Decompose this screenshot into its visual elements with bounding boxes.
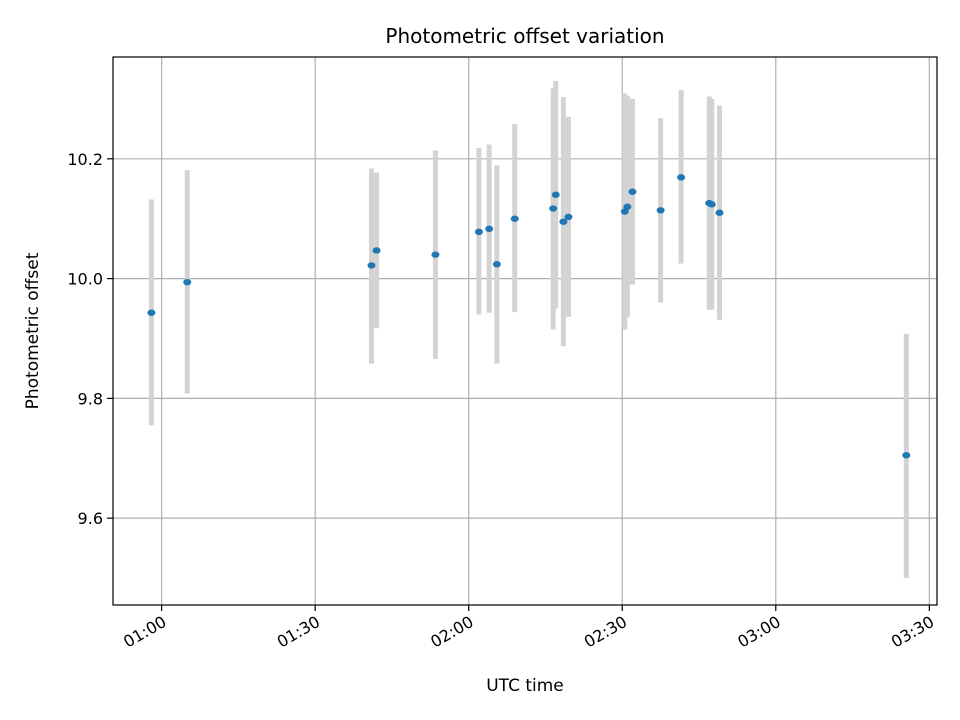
data-point — [372, 247, 381, 254]
data-point — [656, 207, 665, 214]
data-point — [564, 213, 573, 221]
data-point — [510, 215, 519, 222]
data-point — [549, 205, 558, 212]
chart-title: Photometric offset variation — [385, 24, 664, 48]
y-tick-label: 10.0 — [67, 270, 103, 289]
data-point — [551, 191, 560, 198]
data-point — [492, 261, 501, 268]
data-point — [628, 188, 637, 195]
data-point — [715, 209, 724, 216]
data-point — [147, 309, 156, 316]
y-tick-label: 10.2 — [67, 150, 103, 169]
data-point — [431, 251, 440, 258]
data-point — [620, 208, 629, 215]
y-axis-title: Photometric offset — [23, 252, 43, 409]
data-point — [183, 278, 192, 286]
grid-layer — [113, 57, 937, 605]
data-point — [677, 174, 686, 181]
data-point — [902, 452, 911, 459]
plot-frame — [112, 56, 938, 606]
data-point — [485, 225, 494, 233]
data-point — [707, 201, 716, 208]
data-point — [367, 262, 376, 269]
data-point — [623, 203, 632, 210]
point-layer — [147, 174, 911, 459]
data-point — [559, 218, 568, 225]
x-axis-title: UTC time — [486, 676, 564, 696]
y-tick-label: 9.6 — [78, 509, 103, 528]
data-point — [474, 228, 483, 236]
y-tick-label: 9.8 — [78, 389, 103, 408]
y-axis-ticks: 9.6 9.8 10.0 10.2 — [67, 150, 113, 528]
